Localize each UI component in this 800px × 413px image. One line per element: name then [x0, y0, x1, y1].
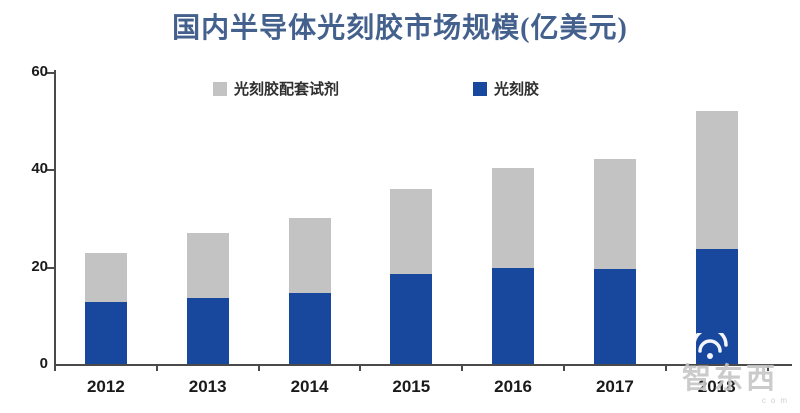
bar-segment-2015 [390, 188, 433, 274]
y-tick-mark [46, 169, 54, 172]
x-tick-label: 2012 [86, 377, 125, 396]
x-tick-label: 2014 [290, 377, 329, 396]
bar-segment-2013 [186, 232, 229, 299]
legend-label-resist: 光刻胶 [494, 82, 540, 98]
bar-segment-2016 [492, 167, 535, 269]
bar-segment-2018 [695, 249, 738, 364]
y-tick-mark [46, 72, 54, 74]
bar-segment-2017 [593, 269, 636, 364]
x-tick-mark [461, 366, 464, 371]
bar-segment-2012 [84, 253, 127, 302]
bar-segment-2014 [288, 218, 331, 294]
legend-item-resist: 光刻胶 [473, 78, 539, 99]
legend-item-reagent: 光刻胶配套试剂 [213, 78, 339, 99]
x-tick-mark [54, 366, 56, 371]
y-tick-label: 20 [31, 257, 48, 275]
y-tick-label: 0 [39, 355, 48, 372]
bar-segment-2018 [695, 110, 738, 250]
x-tick-mark [359, 366, 362, 371]
legend-swatch-gray [213, 81, 227, 96]
legend-label-reagent: 光刻胶配套试剂 [234, 82, 340, 98]
x-tick-label: 2015 [392, 377, 431, 396]
bar-segment-2016 [492, 268, 535, 364]
y-tick-mark [46, 266, 54, 269]
x-tick-label: 2018 [697, 377, 736, 396]
bar-segment-2017 [593, 159, 636, 270]
bar-segment-2014 [288, 293, 331, 364]
y-axis-line [54, 70, 56, 366]
bar-segment-2015 [390, 273, 433, 364]
x-tick-label: 2016 [494, 377, 532, 396]
x-tick-label: 2013 [188, 377, 227, 396]
y-tick-label: 60 [31, 63, 48, 80]
bar-segment-2012 [84, 301, 127, 364]
bar-segment-2013 [186, 298, 229, 364]
x-tick-mark [563, 366, 565, 371]
x-axis-line [54, 364, 792, 366]
chart-title: 国内半导体光刻胶市场规模(亿美元) [172, 13, 628, 44]
x-tick-mark [664, 366, 667, 371]
x-tick-mark [766, 366, 769, 371]
legend-swatch-blue [473, 81, 487, 96]
x-tick-label: 2017 [595, 377, 634, 396]
x-tick-mark [155, 366, 158, 371]
watermark-subtext: com [761, 396, 792, 405]
y-tick-label: 40 [31, 160, 48, 178]
x-tick-mark [257, 366, 260, 371]
